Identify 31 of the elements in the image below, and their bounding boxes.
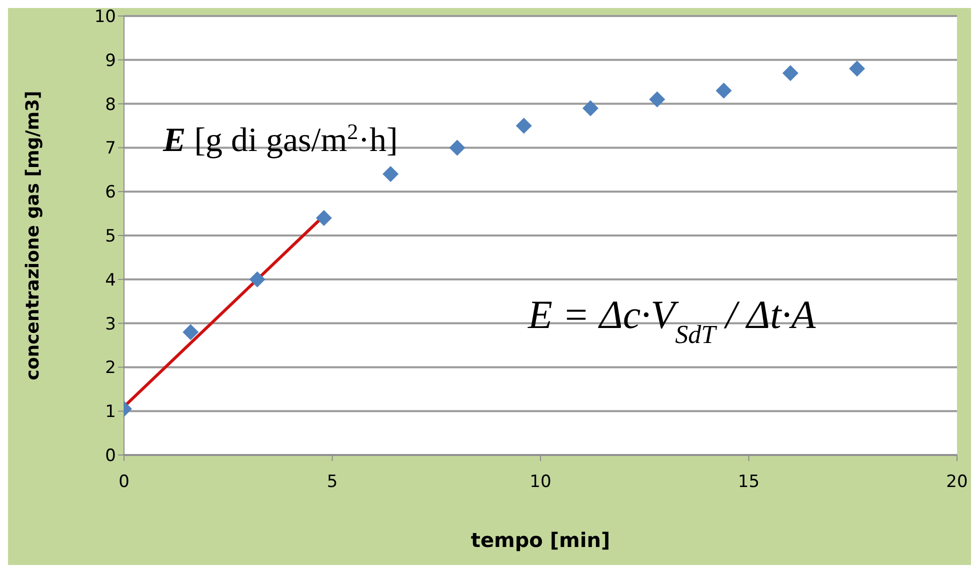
x-tick-label: 20	[946, 472, 968, 492]
y-tick-label: 6	[105, 182, 116, 203]
annotation: E = Δc·V$_{SdT}$ / Δt·A	[527, 292, 816, 348]
point	[716, 82, 732, 99]
point	[316, 210, 332, 226]
y-tick-label: 10	[94, 7, 116, 28]
point	[782, 65, 798, 82]
x-tick-label: 15	[738, 472, 760, 492]
point	[849, 60, 866, 77]
y-tick-label: 9	[105, 50, 116, 71]
annotation: E [g di gas/m$^{2}$·h]	[162, 118, 398, 159]
point	[582, 100, 598, 116]
point	[449, 140, 466, 156]
x-tick-label: 0	[118, 472, 130, 492]
y-tick-label: 4	[105, 270, 116, 290]
x-tick-label: 10	[530, 472, 552, 492]
y-tick-label: 5	[105, 226, 116, 247]
y-tick-label: 0	[105, 446, 116, 466]
point	[649, 91, 666, 108]
point	[382, 166, 399, 182]
x-tick-label: 5	[326, 472, 338, 492]
y-axis-title: concentrazione gas [mg/m3]	[22, 90, 44, 380]
point	[516, 118, 532, 134]
y-tick-label: 2	[105, 358, 116, 378]
y-tick-label: 8	[105, 94, 116, 115]
y-tick-label: 3	[105, 314, 116, 334]
point	[249, 271, 266, 288]
y-tick-label: 7	[105, 138, 116, 159]
point	[182, 324, 199, 340]
y-tick-label: 1	[105, 402, 116, 422]
x-axis-title: tempo [min]	[470, 528, 610, 552]
